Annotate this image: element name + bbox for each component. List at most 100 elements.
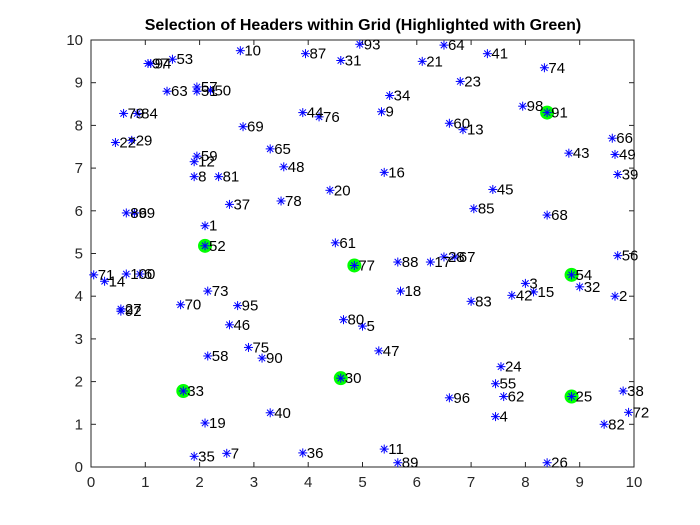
point-label: 58 xyxy=(212,348,229,365)
data-point xyxy=(610,149,620,159)
data-point xyxy=(200,221,210,231)
point-label: 74 xyxy=(548,60,565,77)
data-point xyxy=(374,346,384,356)
data-point xyxy=(276,196,286,206)
point-label: 9 xyxy=(386,104,394,121)
data-point xyxy=(542,210,552,220)
data-point xyxy=(613,251,623,261)
point-label: 63 xyxy=(171,83,188,100)
y-tick-label: 5 xyxy=(75,246,83,263)
data-point xyxy=(496,362,506,372)
data-point xyxy=(203,286,213,296)
data-point xyxy=(116,306,126,316)
x-tick-label: 7 xyxy=(467,474,475,491)
point-label: 87 xyxy=(309,46,326,63)
data-point xyxy=(100,276,110,286)
data-point xyxy=(393,458,403,468)
chart-title: Selection of Headers within Grid (Highli… xyxy=(145,17,581,34)
point-label: 42 xyxy=(516,287,533,304)
data-point xyxy=(330,238,340,248)
point-label: 85 xyxy=(478,201,495,218)
point-label: 29 xyxy=(136,132,153,149)
data-point xyxy=(214,172,224,182)
point-label: 1 xyxy=(209,218,217,235)
point-label: 88 xyxy=(402,254,419,271)
data-point xyxy=(336,373,346,383)
point-label: 45 xyxy=(497,181,514,198)
data-point xyxy=(162,86,172,96)
point-label: 11 xyxy=(388,441,404,458)
x-tick-label: 6 xyxy=(413,474,421,491)
data-point xyxy=(488,184,498,194)
x-tick-label: 4 xyxy=(304,474,312,491)
data-point xyxy=(607,133,617,143)
y-tick-label: 10 xyxy=(66,32,83,49)
point-label: 84 xyxy=(141,105,158,122)
data-point xyxy=(127,135,137,145)
data-point xyxy=(233,301,243,311)
point-label: 60 xyxy=(453,115,470,132)
y-tick-label: 9 xyxy=(75,75,83,92)
point-label: 6 xyxy=(144,266,152,283)
data-point xyxy=(192,86,202,96)
point-label: 49 xyxy=(619,146,636,163)
point-label: 91 xyxy=(551,105,568,122)
point-label: 86 xyxy=(130,205,147,222)
point-label: 41 xyxy=(491,46,508,63)
data-point xyxy=(119,108,129,118)
point-label: 97 xyxy=(152,55,169,72)
point-label: 12 xyxy=(198,154,215,171)
data-point xyxy=(458,125,468,135)
data-point xyxy=(110,137,120,147)
data-point xyxy=(325,185,335,195)
point-label: 18 xyxy=(405,283,422,300)
point-label: 65 xyxy=(274,141,291,158)
point-label: 93 xyxy=(364,36,381,53)
data-point xyxy=(624,407,634,417)
point-label: 28 xyxy=(448,249,465,266)
point-label: 23 xyxy=(464,73,481,90)
data-point xyxy=(349,260,359,270)
point-label: 96 xyxy=(453,390,470,407)
data-point xyxy=(358,321,367,331)
data-point xyxy=(499,392,509,402)
x-tick-label: 5 xyxy=(358,474,366,491)
point-label: 98 xyxy=(527,98,544,115)
data-points xyxy=(89,39,634,468)
data-point xyxy=(238,122,248,132)
point-label: 21 xyxy=(426,53,443,70)
data-point xyxy=(518,101,528,111)
data-point xyxy=(425,257,435,267)
data-point xyxy=(243,342,253,352)
point-label: 55 xyxy=(500,376,517,393)
data-point xyxy=(143,58,153,68)
point-label: 54 xyxy=(576,267,593,284)
point-label: 59 xyxy=(201,148,218,165)
point-label: 16 xyxy=(388,164,405,181)
data-point xyxy=(300,49,310,59)
data-point xyxy=(567,270,577,280)
point-label: 22 xyxy=(119,134,136,151)
data-point xyxy=(385,91,395,101)
point-label: 32 xyxy=(584,279,601,296)
data-point xyxy=(189,172,199,182)
point-label: 19 xyxy=(209,415,226,432)
point-label: 3 xyxy=(529,275,537,292)
data-point xyxy=(542,108,552,118)
data-point xyxy=(491,379,501,389)
x-tick-label: 3 xyxy=(250,474,258,491)
y-tick-label: 1 xyxy=(75,416,83,433)
point-label: 48 xyxy=(288,159,305,176)
point-label: 46 xyxy=(233,317,250,334)
data-point xyxy=(279,162,289,172)
point-label: 64 xyxy=(448,37,465,54)
point-label: 8 xyxy=(198,169,206,186)
point-label: 79 xyxy=(128,105,145,122)
data-point xyxy=(129,208,139,218)
data-point xyxy=(469,204,479,214)
data-point xyxy=(121,269,131,279)
point-label: 47 xyxy=(383,343,400,360)
data-point xyxy=(167,54,177,64)
x-tick-label: 9 xyxy=(576,474,584,491)
data-point xyxy=(178,386,188,396)
